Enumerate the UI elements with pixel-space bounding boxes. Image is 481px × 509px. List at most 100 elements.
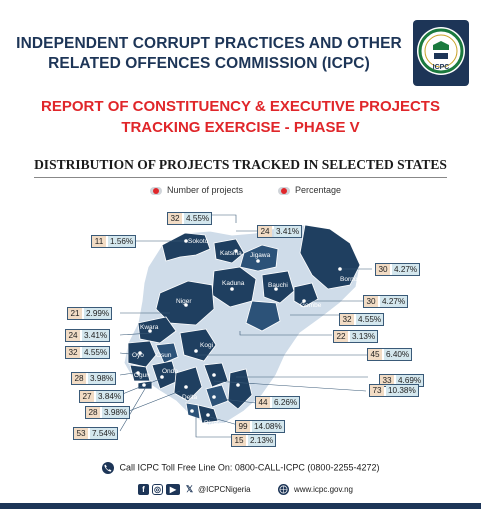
data-pair-bayelsa: 15 2.13% bbox=[230, 434, 277, 447]
youtube-icon[interactable]: ▶ bbox=[166, 484, 180, 495]
percentage: 4.27% bbox=[380, 296, 408, 307]
count: 24 bbox=[258, 226, 272, 237]
percentage: 4.55% bbox=[356, 314, 384, 325]
percentage: 10.38% bbox=[386, 385, 418, 396]
data-pair-lagos: 53 7.54% bbox=[72, 427, 119, 440]
data-pair-kwara: 24 3.41% bbox=[64, 329, 111, 342]
percentage: 1.56% bbox=[108, 236, 136, 247]
header-title-line2: RELATED OFFENCES COMMISSION (ICPC) bbox=[48, 55, 370, 72]
data-pair-imo: 44 6.26% bbox=[254, 396, 301, 409]
percentage: 4.69% bbox=[396, 375, 424, 386]
map-label-jigawa: Jigawa bbox=[250, 252, 271, 259]
data-pair-borno: 30 4.27% bbox=[374, 263, 421, 276]
report-title-line1: REPORT OF CONSTITUENCY & EXECUTIVE PROJE… bbox=[41, 98, 440, 115]
map-label-kaduna: Kaduna bbox=[222, 280, 245, 287]
count: 11 bbox=[92, 236, 106, 247]
percentage: 3.84% bbox=[96, 391, 124, 402]
data-pair-cross-river: 33 4.69% bbox=[378, 374, 425, 387]
state-plateau bbox=[245, 300, 281, 332]
map-label-bauchi: Bauchi bbox=[268, 282, 288, 289]
count: 21 bbox=[68, 308, 82, 319]
state-katsina bbox=[213, 238, 245, 264]
instagram-icon[interactable]: ◎ bbox=[152, 484, 163, 495]
map-label-niger: Niger bbox=[176, 298, 192, 305]
percentage: 3.13% bbox=[350, 331, 378, 342]
data-pair-katsina: 24 3.41% bbox=[256, 225, 303, 238]
icpc-logo: ICPC bbox=[413, 20, 469, 86]
x-icon[interactable]: 𝕏 bbox=[185, 484, 194, 494]
percentage: 3.41% bbox=[274, 226, 302, 237]
count: 28 bbox=[86, 407, 100, 418]
data-pair-sokoto: 32 4.55% bbox=[166, 212, 213, 225]
state-sokoto bbox=[161, 232, 211, 262]
data-pair-gombe: 30 4.27% bbox=[362, 295, 409, 308]
legend-number-label: Number of projects bbox=[167, 185, 244, 195]
map-label-delta: Delta bbox=[182, 394, 198, 401]
count: 22 bbox=[334, 331, 348, 342]
phone-icon bbox=[101, 462, 114, 474]
count: 32 bbox=[168, 213, 182, 224]
website-link[interactable]: www.icpc.gov.ng bbox=[294, 485, 353, 494]
percentage: 3.98% bbox=[102, 407, 130, 418]
facebook-icon[interactable]: f bbox=[138, 484, 149, 495]
legend-marker-icon bbox=[150, 186, 162, 195]
data-pair-rivers: 99 14.08% bbox=[235, 420, 285, 433]
report-title-line2: TRACKING EXERCISE - PHASE V bbox=[121, 119, 360, 136]
state-niger bbox=[155, 280, 215, 326]
state-kwara bbox=[137, 316, 177, 344]
map-label-borno: Borno bbox=[340, 276, 358, 283]
percentage: 6.40% bbox=[384, 349, 412, 360]
count: 44 bbox=[256, 397, 270, 408]
map-label-katsina: Katsina bbox=[220, 250, 242, 257]
count: 45 bbox=[368, 349, 382, 360]
map-label-gombe: Gombe bbox=[300, 302, 322, 309]
map-label-osun: Osun bbox=[156, 352, 172, 359]
nigeria-map: Sokoto Katsina Jigawa Borno Bauchi Kadun… bbox=[118, 214, 372, 438]
percentage: 3.98% bbox=[88, 373, 116, 384]
data-pair-bauchi: 32 4.55% bbox=[338, 313, 385, 326]
percentage: 2.13% bbox=[248, 435, 276, 446]
count: 28 bbox=[72, 373, 86, 384]
subtitle-divider bbox=[34, 177, 447, 178]
count: 30 bbox=[376, 264, 390, 275]
percentage: 3.41% bbox=[82, 330, 110, 341]
social-handle[interactable]: @ICPCNigeria bbox=[198, 485, 251, 494]
bottom-bar bbox=[0, 503, 481, 509]
header-title-line1: INDEPENDENT CORRUPT PRACTICES AND OTHER bbox=[16, 35, 402, 52]
report-title: REPORT OF CONSTITUENCY & EXECUTIVE PROJE… bbox=[0, 96, 481, 138]
state-bauchi bbox=[261, 270, 295, 304]
pin-markers bbox=[136, 239, 342, 417]
count: 99 bbox=[236, 421, 250, 432]
state-oyo bbox=[127, 340, 157, 368]
legend-marker-icon bbox=[278, 186, 290, 195]
data-pair-kaduna: 22 3.13% bbox=[332, 330, 379, 343]
map-label-sokoto: Sokoto bbox=[188, 238, 209, 245]
phone-text: Call ICPC Toll Free Line On: 0800-CALL-I… bbox=[119, 462, 380, 473]
data-pair-niger: 21 2.99% bbox=[66, 307, 113, 320]
map-label-rivers: Rivers bbox=[204, 420, 223, 427]
map-label-ogun: Ogun bbox=[134, 372, 150, 379]
data-pair-enugu: 73 10.38% bbox=[369, 384, 419, 397]
legend-number: Number of projects bbox=[150, 185, 243, 199]
data-pair-kogi: 45 6.40% bbox=[366, 348, 413, 361]
footer-social: f ◎ ▶ 𝕏 @ICPCNigeria www.icpc.gov.ng bbox=[0, 484, 481, 500]
percentage: 14.08% bbox=[252, 421, 284, 432]
legend-percent: Percentage bbox=[278, 185, 341, 199]
map-label-ondo: Ondo bbox=[162, 368, 178, 375]
count: 33 bbox=[380, 375, 394, 386]
count: 32 bbox=[66, 347, 80, 358]
state-osun bbox=[155, 342, 179, 364]
leader-lines bbox=[118, 214, 372, 438]
percentage: 2.99% bbox=[84, 308, 112, 319]
percentage: 4.27% bbox=[392, 264, 420, 275]
legend-percent-label: Percentage bbox=[295, 185, 342, 195]
data-pair-delta: 28 3.98% bbox=[84, 406, 131, 419]
map-label-oyo: Oyo bbox=[132, 352, 144, 359]
state-delta bbox=[173, 366, 203, 402]
percentage: 4.55% bbox=[184, 213, 212, 224]
map-subtitle: DISTRIBUTION OF PROJECTS TRACKED IN SELE… bbox=[34, 157, 447, 172]
count: 32 bbox=[340, 314, 354, 325]
data-pair-ogun: 28 3.98% bbox=[70, 372, 117, 385]
data-pair-oyo: 32 4.55% bbox=[64, 346, 111, 359]
percentage: 4.55% bbox=[82, 347, 110, 358]
